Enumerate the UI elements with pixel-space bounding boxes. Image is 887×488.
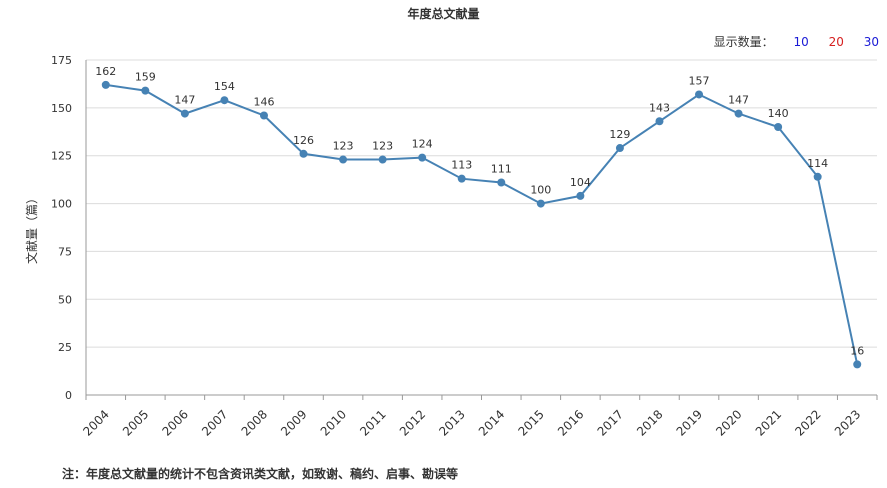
- y-tick-label: 25: [58, 341, 72, 354]
- data-label: 100: [530, 184, 551, 197]
- data-point: [378, 155, 387, 164]
- data-point: [141, 86, 150, 95]
- y-tick-label: 50: [58, 293, 72, 306]
- y-tick-label: 0: [65, 389, 72, 402]
- x-tick-labels: 2004 2005 2006 2007 2008 2009 2010 2011 2012 2013…: [80, 407, 863, 438]
- y-tick-label: 150: [51, 102, 72, 115]
- y-axis-label: 文献量（篇）: [24, 192, 39, 264]
- x-tick-label: 2016: [555, 407, 586, 438]
- axes: [85, 60, 878, 400]
- y-tick-label: 75: [58, 245, 72, 258]
- y-tick-label: 125: [51, 150, 72, 163]
- x-tick-label: 2022: [792, 407, 823, 438]
- data-label: 147: [728, 94, 749, 107]
- data-label: 114: [807, 157, 828, 170]
- data-point: [853, 360, 862, 369]
- y-tick-labels: 0 25 50 75 100 125 150 175: [51, 54, 72, 402]
- grid-lines: [86, 59, 877, 348]
- x-tick-label: 2011: [357, 407, 388, 438]
- count-selector-label: 显示数量：: [713, 35, 774, 49]
- data-point: [615, 144, 624, 153]
- data-label: 111: [491, 163, 512, 176]
- x-tick-label: 2008: [239, 407, 270, 438]
- data-label: 162: [95, 65, 116, 78]
- data-points: [101, 80, 862, 369]
- x-tick-label: 2005: [120, 407, 151, 438]
- chart-title: 年度总文献量: [407, 7, 480, 21]
- data-point: [576, 191, 585, 200]
- data-label: 123: [372, 140, 393, 153]
- data-point: [655, 117, 664, 126]
- data-label: 146: [253, 96, 274, 109]
- x-tick-label: 2013: [436, 407, 467, 438]
- data-label: 113: [451, 159, 472, 172]
- x-tick-label: 2021: [753, 407, 784, 438]
- count-option-10[interactable]: 10: [793, 35, 809, 49]
- data-label: 159: [135, 71, 156, 84]
- x-tick-label: 2007: [199, 407, 230, 438]
- x-tick-label: 2017: [595, 407, 626, 438]
- y-tick-label: 175: [51, 54, 72, 67]
- data-label: 104: [570, 176, 591, 189]
- data-point: [259, 111, 268, 120]
- x-tick-label: 2014: [476, 407, 507, 438]
- data-point: [101, 80, 110, 89]
- data-labels: 162 159 147 154 146 126 123 123 124 113 111 100 104 1…: [95, 65, 864, 357]
- count-selector: 显示数量： 10 20 30: [708, 33, 879, 50]
- data-point: [457, 174, 466, 183]
- data-point: [695, 90, 704, 99]
- x-tick-label: 2023: [832, 407, 863, 438]
- x-tick-label: 2010: [318, 407, 349, 438]
- data-label: 123: [333, 140, 354, 153]
- data-point: [220, 96, 229, 105]
- data-label: 126: [293, 134, 314, 147]
- data-label: 129: [609, 128, 630, 141]
- y-tick-label: 100: [51, 198, 72, 211]
- data-point: [774, 123, 783, 131]
- data-label: 157: [689, 74, 710, 87]
- count-option-20[interactable]: 20: [828, 35, 844, 49]
- x-tick-label: 2004: [80, 407, 111, 438]
- x-tick-label: 2015: [515, 407, 546, 438]
- x-tick-label: 2018: [634, 407, 665, 438]
- x-tick-label: 2012: [397, 407, 428, 438]
- series-line: [105, 83, 859, 365]
- data-label: 147: [174, 94, 195, 107]
- x-tick-label: 2009: [278, 407, 309, 438]
- count-option-30[interactable]: 30: [863, 35, 879, 49]
- x-tick-label: 2019: [674, 407, 705, 438]
- data-label: 140: [768, 107, 789, 120]
- x-tick-label: 2006: [159, 407, 190, 438]
- data-point: [418, 153, 427, 162]
- footnote: 注：年度总文献量的统计不包含资讯类文献，如致谢、稿约、启事、勘误等: [62, 467, 459, 481]
- data-label: 16: [850, 344, 864, 357]
- data-point: [536, 199, 545, 208]
- data-point: [497, 178, 506, 187]
- data-point: [180, 109, 189, 118]
- data-label: 124: [412, 138, 433, 151]
- data-point: [339, 155, 348, 164]
- line-chart: 0 25 50 75 100 125 150 175 2004 2005 2006 2007 2008…: [24, 54, 878, 439]
- data-point: [813, 172, 822, 181]
- x-tick-label: 2020: [713, 407, 744, 438]
- data-label: 154: [214, 80, 235, 93]
- data-point: [734, 109, 743, 118]
- data-label: 143: [649, 101, 670, 114]
- data-point: [299, 149, 308, 158]
